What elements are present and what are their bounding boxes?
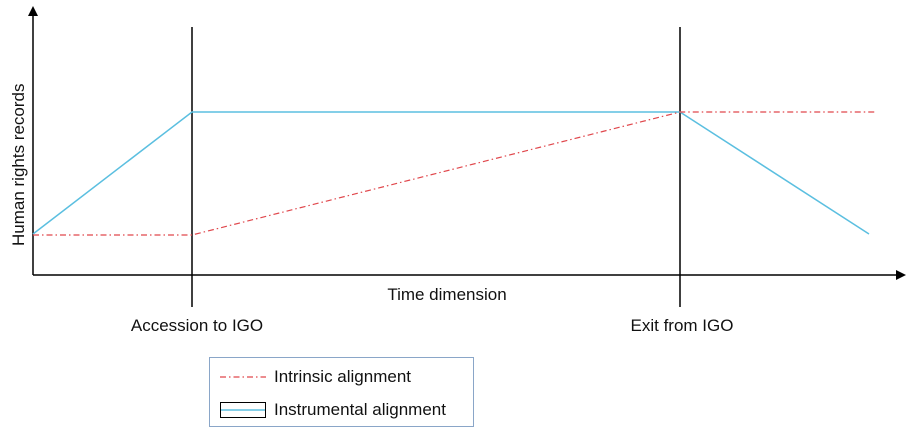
legend: Intrinsic alignment Instrumental alignme…	[209, 357, 474, 427]
diagram-canvas: Human rights records Time dimension Acce…	[9, 6, 906, 335]
instrumental-alignment-line	[32, 111, 870, 235]
x-axis-arrow	[896, 270, 906, 280]
intrinsic-swatch	[220, 369, 266, 385]
intrinsic-alignment-line	[33, 111, 875, 236]
legend-item-intrinsic: Intrinsic alignment	[210, 367, 411, 387]
y-axis-label: Human rights records	[9, 83, 28, 246]
accession-label: Accession to IGO	[131, 316, 263, 335]
legend-label-intrinsic: Intrinsic alignment	[274, 367, 412, 386]
legend-label-instrumental: Instrumental alignment	[274, 400, 446, 419]
x-axis-label: Time dimension	[387, 285, 506, 304]
exit-label: Exit from IGO	[631, 316, 734, 335]
legend-item-instrumental: Instrumental alignment	[210, 400, 446, 420]
instrumental-swatch	[220, 402, 266, 418]
y-axis-arrow	[28, 6, 38, 16]
